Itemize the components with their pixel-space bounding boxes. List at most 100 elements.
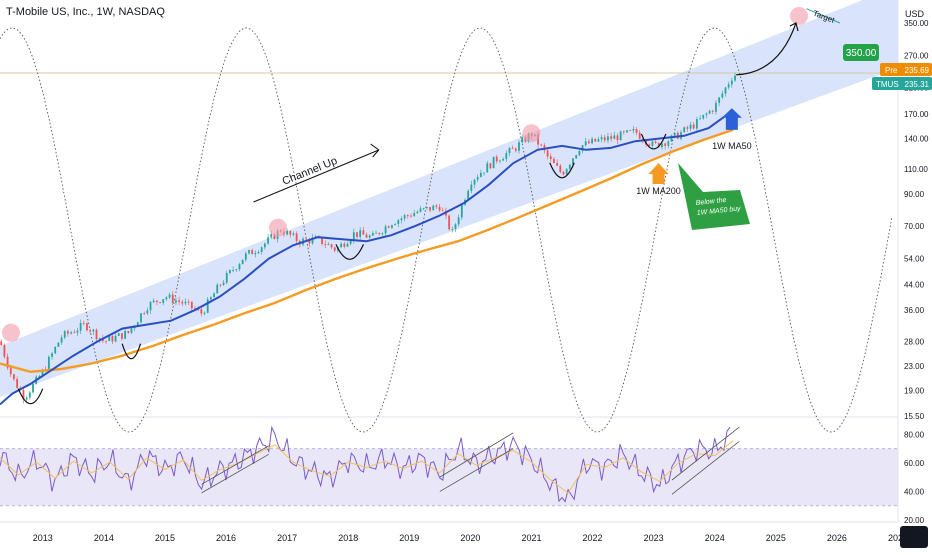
price-candle bbox=[267, 237, 269, 244]
y-tick-label: 23.00 bbox=[904, 362, 925, 371]
price-candle bbox=[425, 207, 428, 209]
price-candle bbox=[244, 253, 247, 260]
price-candle bbox=[330, 244, 333, 248]
price-candle bbox=[559, 165, 562, 172]
price-candle bbox=[260, 247, 263, 253]
rsi-channel-upper bbox=[671, 426, 740, 481]
rsi-y-tick-label: 40.00 bbox=[904, 487, 925, 496]
price-candle bbox=[308, 239, 311, 244]
price-candle bbox=[429, 207, 431, 211]
price-candle bbox=[518, 142, 520, 151]
y-tick-label: 15.50 bbox=[904, 412, 925, 421]
price-candle bbox=[178, 300, 181, 302]
symbol-label: TMUS bbox=[876, 80, 899, 89]
x-tick-label: 2022 bbox=[583, 533, 603, 543]
price-candle bbox=[28, 392, 31, 398]
price-candle bbox=[86, 323, 88, 331]
price-candle bbox=[22, 390, 25, 400]
rsi-channel-lower bbox=[201, 453, 269, 494]
price-candle bbox=[540, 144, 543, 146]
price-candle bbox=[175, 300, 177, 303]
price-candle bbox=[657, 142, 660, 148]
price-candle bbox=[6, 356, 9, 368]
price-candle bbox=[73, 332, 76, 334]
symbol-price-badge bbox=[872, 77, 932, 90]
price-candle bbox=[553, 158, 555, 164]
price-candle bbox=[152, 300, 155, 303]
price-candle bbox=[470, 184, 473, 191]
target-badge bbox=[843, 44, 879, 61]
price-candle bbox=[321, 236, 323, 244]
x-tick-label: 2025 bbox=[766, 533, 786, 543]
price-candle bbox=[514, 148, 517, 151]
price-candle bbox=[467, 190, 470, 200]
price-candle bbox=[476, 176, 479, 180]
price-candle bbox=[222, 282, 225, 285]
price-candle bbox=[216, 284, 219, 294]
y-tick-label: 270.00 bbox=[904, 52, 929, 61]
price-candle bbox=[187, 301, 190, 303]
pre-value: 235.69 bbox=[905, 66, 930, 75]
price-candle bbox=[371, 233, 374, 236]
price-candle bbox=[3, 345, 6, 357]
projection-arrow-head bbox=[789, 22, 799, 32]
cycle-top-marker bbox=[1, 323, 20, 342]
rsi-y-tick-label: 60.00 bbox=[904, 459, 925, 468]
rsi-y-tick-label: 20.00 bbox=[904, 516, 925, 525]
price-candle bbox=[25, 397, 28, 400]
ma50-label: 1W MA50 bbox=[712, 141, 752, 151]
price-candle bbox=[38, 376, 41, 377]
price-candle bbox=[394, 224, 397, 226]
price-candle bbox=[149, 302, 152, 311]
price-candle bbox=[292, 233, 295, 235]
ma50-arrow-icon bbox=[721, 108, 742, 130]
price-candle bbox=[114, 335, 117, 342]
price-candle bbox=[711, 110, 714, 112]
price-candle bbox=[375, 232, 377, 234]
price-candle bbox=[610, 136, 613, 139]
price-candle bbox=[79, 323, 82, 331]
price-candle bbox=[616, 135, 619, 141]
price-candle bbox=[130, 328, 133, 333]
price-candle bbox=[483, 172, 485, 174]
price-candle bbox=[162, 299, 165, 303]
pre-price-badge bbox=[880, 63, 932, 76]
price-candle bbox=[140, 313, 142, 323]
price-candle bbox=[575, 155, 578, 159]
price-candle bbox=[47, 356, 50, 371]
price-candle bbox=[568, 164, 571, 169]
price-candle bbox=[562, 171, 565, 175]
rsi-channel-upper bbox=[201, 445, 269, 485]
price-candle bbox=[159, 302, 161, 303]
price-candle bbox=[419, 208, 422, 212]
y-tick-label: 54.00 bbox=[904, 255, 925, 264]
price-candle bbox=[311, 237, 314, 244]
pre-label: Pre bbox=[885, 66, 898, 75]
rsi-channel-lower bbox=[671, 441, 740, 495]
tradingview-logo bbox=[900, 526, 928, 548]
price-candle bbox=[432, 205, 435, 211]
price-candle bbox=[591, 138, 593, 144]
price-candle bbox=[635, 129, 638, 133]
price-candle bbox=[98, 338, 101, 340]
price-candle bbox=[648, 144, 651, 146]
price-candle bbox=[397, 220, 400, 225]
rsi-band bbox=[0, 448, 898, 506]
price-candle bbox=[667, 141, 670, 146]
price-candle bbox=[724, 87, 727, 94]
y-tick-label: 140.00 bbox=[904, 135, 929, 144]
price-candle bbox=[391, 225, 393, 228]
price-candle bbox=[626, 130, 628, 133]
price-candle bbox=[295, 233, 298, 241]
price-candle bbox=[346, 243, 349, 247]
price-candle bbox=[702, 114, 705, 119]
x-tick-label: 2026 bbox=[827, 533, 847, 543]
price-candle bbox=[549, 156, 552, 159]
price-candle bbox=[416, 211, 419, 214]
chart-title: T-Mobile US, Inc., 1W, NASDAQ bbox=[6, 6, 165, 18]
price-candle bbox=[495, 156, 498, 162]
price-candle bbox=[654, 141, 657, 143]
price-candle bbox=[324, 243, 327, 245]
